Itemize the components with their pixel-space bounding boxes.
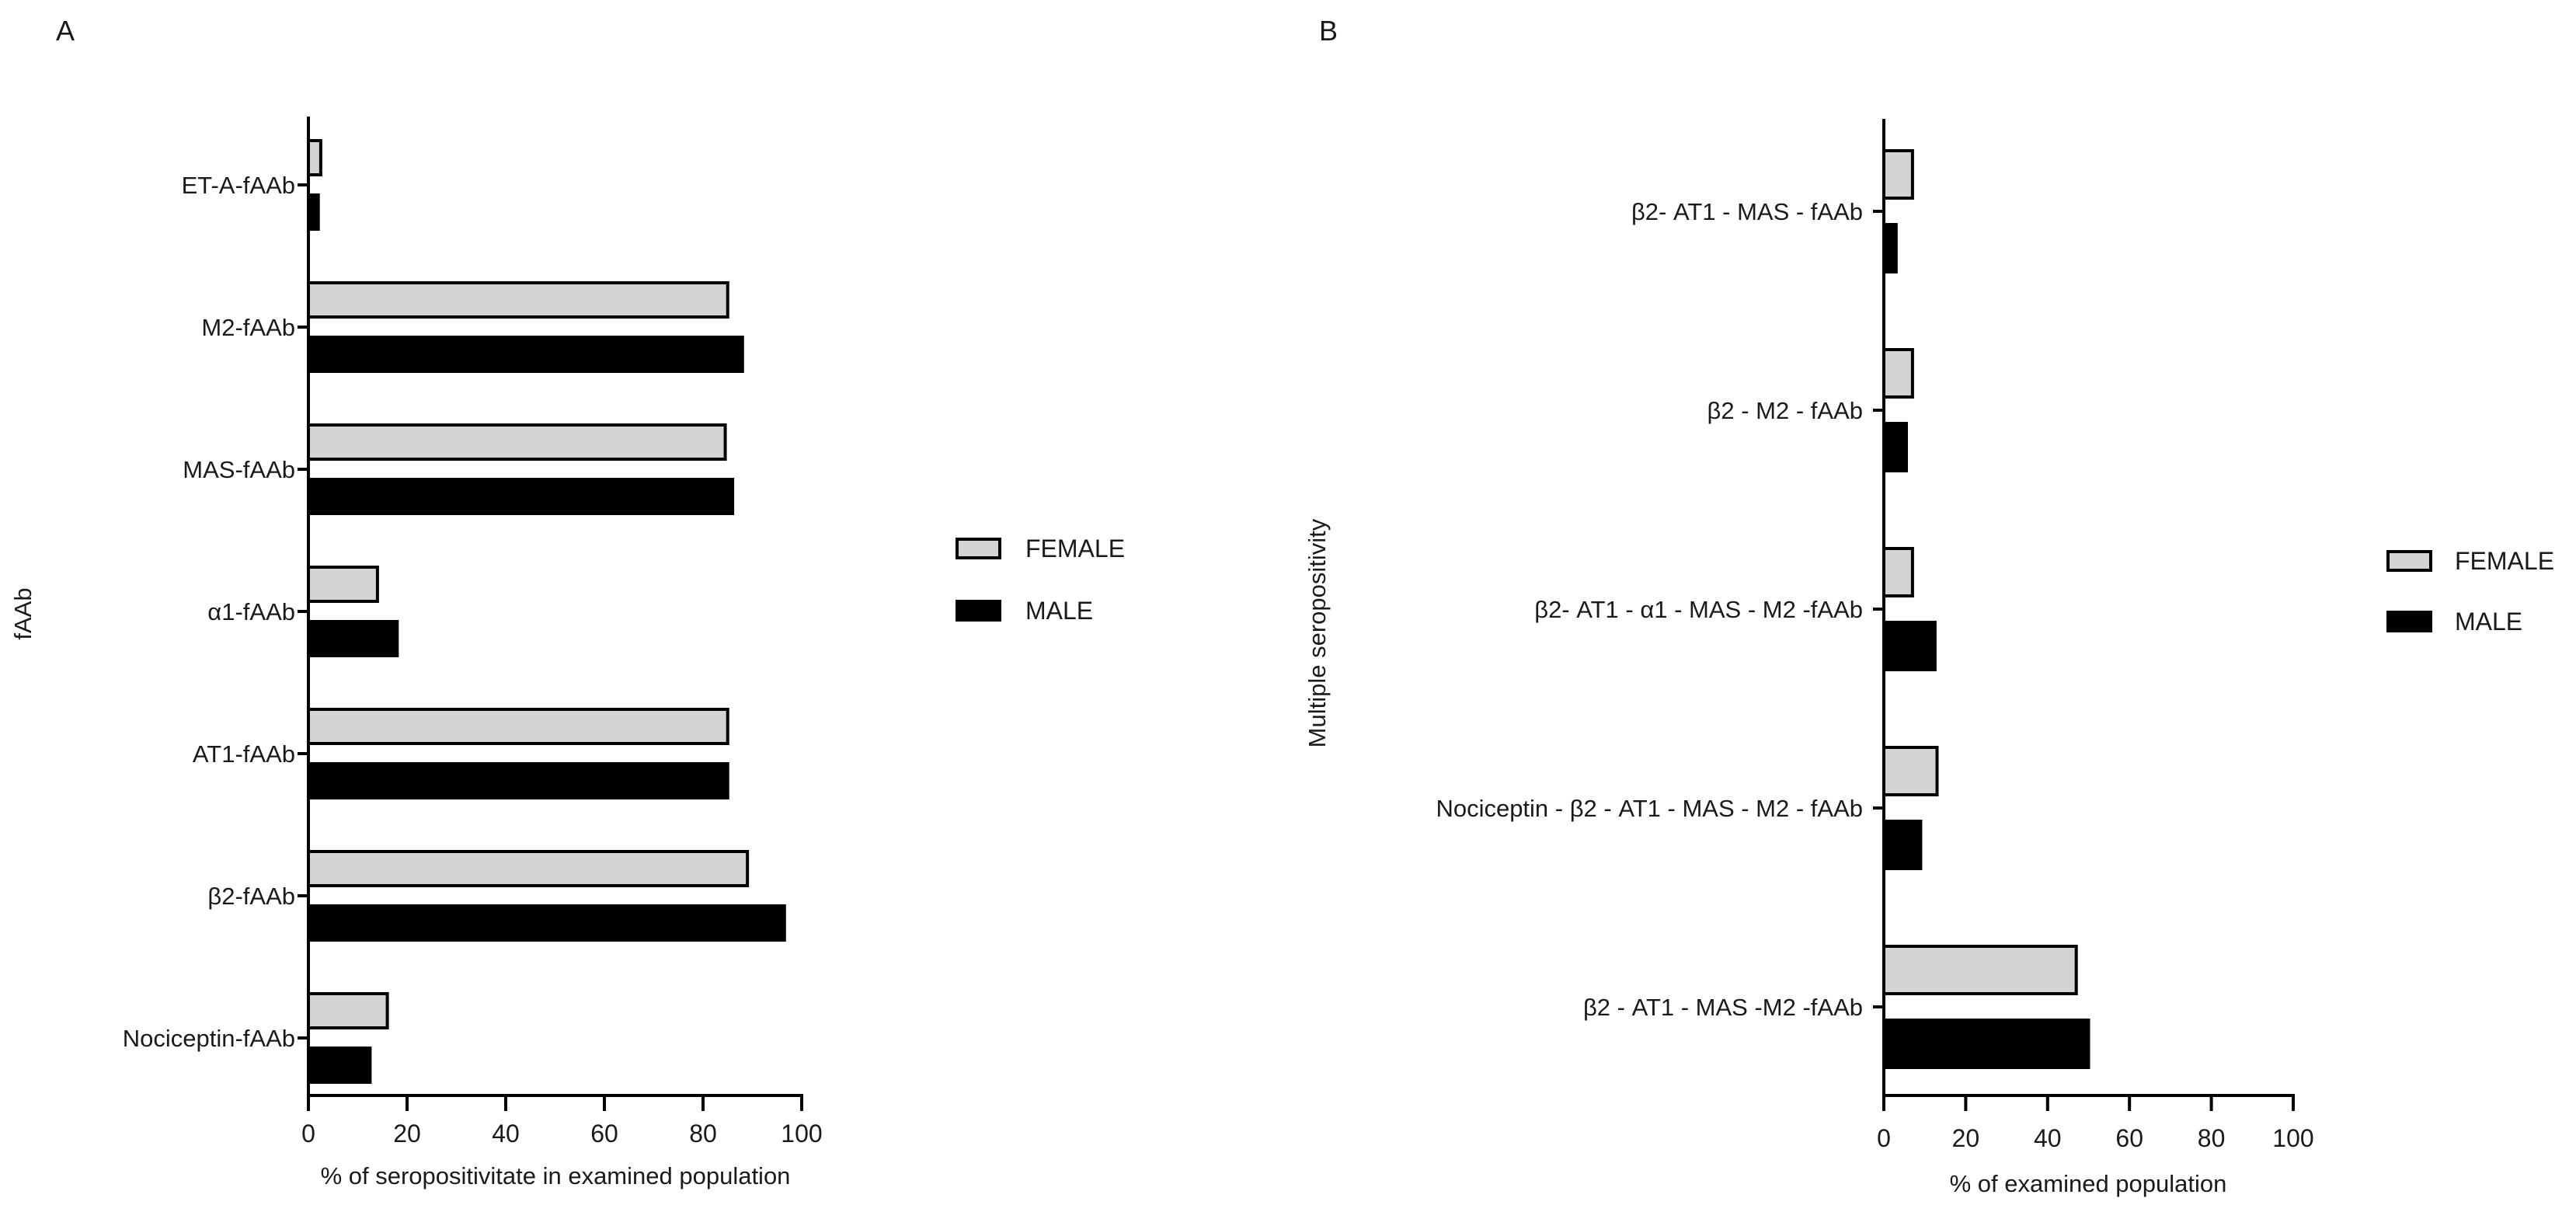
x-tick-label-a-0: 0 (301, 1120, 315, 1148)
bar-b-female-4 (1882, 945, 2078, 995)
bar-a-female-5 (307, 850, 750, 887)
bar-a-female-3 (307, 566, 379, 603)
category-label-a-5: β2-fAAb (207, 883, 295, 910)
y-axis-label-b: Multiple seropositivity (1304, 518, 1331, 747)
legend-label-a-male: MALE (1025, 597, 1093, 625)
chart-panel-b: Bβ2- AT1 - MAS - fAAb β2 - M2 - fAAb β2- A… (1304, 15, 2554, 1197)
bar-b-male-3 (1882, 820, 1923, 870)
x-tick-label-b-0: 0 (1877, 1124, 1891, 1152)
category-label-b-0: β2- AT1 - MAS - fAAb (1631, 198, 1863, 225)
bar-b-male-1 (1882, 422, 1908, 472)
bar-b-male-0 (1882, 223, 1898, 273)
x-tick-label-a-2: 40 (492, 1120, 520, 1148)
bar-a-male-5 (307, 904, 786, 942)
legend-label-b-female: FEMALE (2455, 547, 2554, 575)
bar-b-female-1 (1882, 348, 1914, 399)
category-label-a-6: Nociceptin-fAAb (123, 1025, 295, 1052)
x-tick-label-a-3: 60 (590, 1120, 618, 1148)
chart-panel-a: A ET-A-fAAb M2-fAAb MAS-fAAb α1-fAAb AT1-fAAb… (9, 15, 1125, 1189)
category-label-a-2: MAS-fAAb (183, 456, 295, 483)
bar-a-female-1 (307, 281, 729, 319)
legend-swatch-b-female (2386, 550, 2432, 572)
x-tick-label-a-1: 20 (393, 1120, 421, 1148)
x-tick-label-b-1: 20 (1952, 1124, 1980, 1152)
panel-label-b: B (1319, 15, 1338, 47)
legend-label-a-female: FEMALE (1025, 535, 1125, 562)
bar-a-male-2 (307, 478, 735, 515)
bar-b-female-2 (1882, 547, 1914, 597)
bar-a-male-1 (307, 336, 744, 373)
legend-swatch-b-male (2386, 611, 2432, 632)
bar-b-male-4 (1882, 1019, 2090, 1069)
bar-a-male-4 (307, 762, 729, 799)
bar-a-female-6 (307, 992, 389, 1029)
y-axis-label-a: fAAb (9, 587, 37, 639)
bar-a-female-4 (307, 708, 729, 745)
legend-label-b-male: MALE (2455, 608, 2522, 636)
category-label-a-4: AT1-fAAb (193, 740, 295, 768)
x-tick-label-a-4: 80 (689, 1120, 717, 1148)
x-tick-label-b-4: 80 (2198, 1124, 2226, 1152)
x-tick-label-a-5: 100 (781, 1120, 822, 1148)
bar-b-female-0 (1882, 149, 1914, 200)
x-tick-label-b-2: 40 (2034, 1124, 2062, 1152)
bar-a-female-2 (307, 423, 727, 461)
bar-a-male-3 (307, 620, 399, 657)
category-label-b-2: β2- AT1 - α1 - MAS - M2 -fAAb (1534, 596, 1863, 623)
category-label-a-3: α1-fAAb (207, 598, 295, 625)
bar-b-female-3 (1882, 746, 1939, 796)
legend-swatch-a-male (956, 600, 1001, 622)
legend-swatch-a-female (956, 538, 1001, 559)
x-axis-label-b: % of examined population (1950, 1170, 2227, 1197)
x-tick-label-b-3: 60 (2115, 1124, 2143, 1152)
x-tick-label-b-5: 100 (2272, 1124, 2313, 1152)
category-label-b-3: Nociceptin - β2 - AT1 - MAS - M2 - fAAb (1436, 795, 1863, 822)
panel-label-a: A (56, 15, 75, 47)
bar-a-male-6 (307, 1047, 372, 1084)
category-label-b-4: β2 - AT1 - MAS -M2 -fAAb (1583, 994, 1863, 1021)
x-axis-label-a: % of seropositivitate in examined popula… (321, 1162, 791, 1189)
bar-a-female-0 (307, 139, 322, 176)
category-label-a-1: M2-fAAb (201, 314, 295, 341)
category-label-a-0: ET-A-fAAb (182, 172, 295, 199)
bar-b-male-2 (1882, 621, 1937, 671)
category-label-b-1: β2 - M2 - fAAb (1707, 397, 1863, 424)
